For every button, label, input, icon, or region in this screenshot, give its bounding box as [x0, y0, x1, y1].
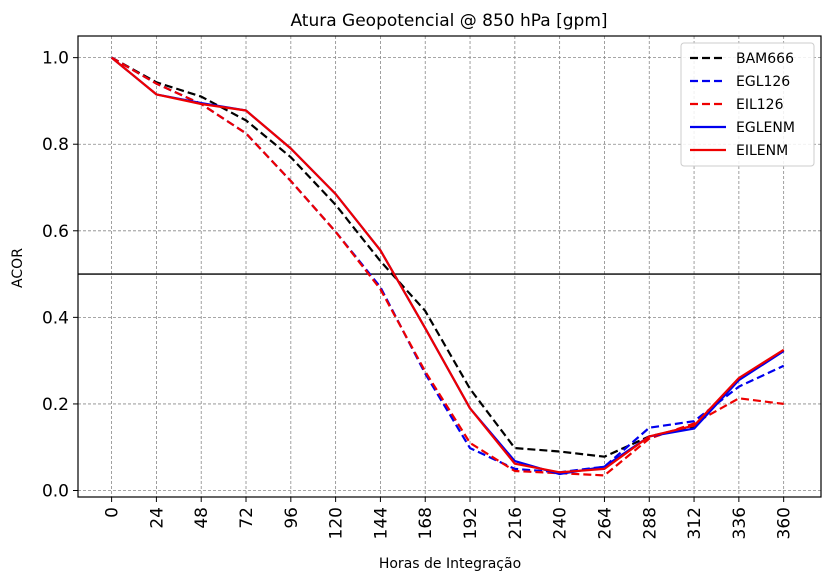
- x-tick-label: 72: [237, 507, 257, 529]
- y-tick-label: 0.2: [42, 395, 69, 415]
- x-tick-label: 288: [640, 507, 660, 539]
- x-tick-label: 192: [461, 507, 481, 539]
- legend-label-eilenm: EILENM: [736, 143, 788, 159]
- y-tick-label: 0.6: [42, 222, 69, 242]
- x-tick-label: 168: [416, 507, 436, 539]
- x-tick-label: 240: [551, 507, 571, 539]
- x-tick-label: 312: [685, 507, 705, 539]
- x-tick-label: 216: [506, 507, 526, 539]
- legend: BAM666 EGL126 EIL126 EGLENM EILENM: [680, 42, 815, 167]
- series-line-eilenm: [110, 56, 785, 474]
- x-tick-label: 120: [327, 507, 347, 539]
- x-tick-label: 0: [103, 507, 123, 518]
- plot-frame: [77, 35, 822, 498]
- legend-label-eil126: EIL126: [736, 97, 784, 113]
- legend-label-eglenm: EGLENM: [736, 120, 795, 136]
- legend-label-bam666: BAM666: [736, 51, 794, 67]
- x-tick-label: 48: [192, 507, 212, 529]
- y-axis: 0.0 0.2 0.4 0.6 0.8 1.0: [42, 49, 78, 502]
- legend-box: [680, 42, 815, 167]
- x-tick-label: 96: [282, 507, 302, 529]
- x-tick-label: 24: [147, 507, 167, 529]
- y-tick-label: 1.0: [42, 49, 69, 69]
- x-tick-label: 264: [595, 507, 615, 539]
- legend-label-egl126: EGL126: [736, 74, 790, 90]
- x-axis: 0 24 48 72 96 120 144 168 192 216 240 264 288 312 336 3…: [103, 497, 795, 539]
- x-tick-label: 360: [775, 507, 795, 539]
- y-axis-label: ACOR: [10, 248, 26, 288]
- y-tick-label: 0.4: [42, 308, 69, 328]
- chart-title: Atura Geopotencial @ 850 hPa [gpm]: [290, 11, 607, 31]
- y-tick-label: 0.8: [42, 135, 69, 155]
- x-axis-label: Horas de Integração: [379, 556, 521, 572]
- series-group: [110, 56, 785, 477]
- y-tick-label: 0.0: [42, 482, 69, 502]
- x-tick-label: 144: [371, 507, 391, 539]
- x-tick-label: 336: [730, 507, 750, 539]
